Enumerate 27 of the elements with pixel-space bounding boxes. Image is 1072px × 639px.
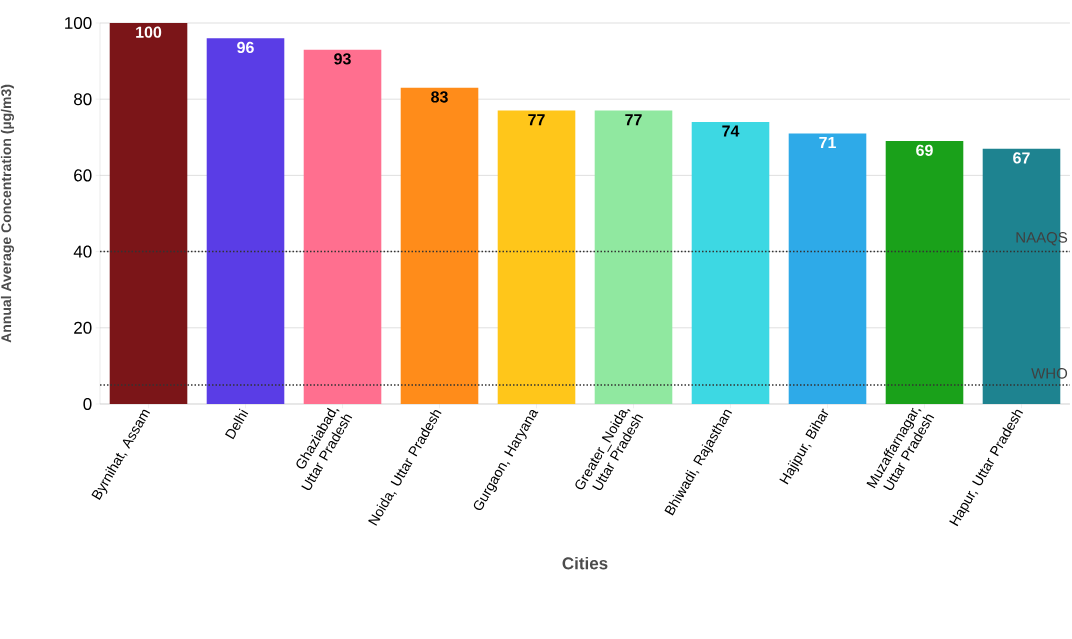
data-label: 93: [334, 53, 351, 65]
bar: [497, 110, 576, 404]
data-label: 71: [819, 137, 836, 149]
y-tick-label: 60: [74, 169, 92, 182]
data-label: 67: [1013, 152, 1030, 164]
bar: [109, 22, 188, 404]
data-label: 69: [916, 144, 933, 156]
bar: [885, 141, 964, 404]
bar: [788, 133, 867, 404]
bar: [303, 49, 382, 404]
data-label: 96: [237, 41, 254, 54]
bar: [400, 87, 479, 404]
data-label: 77: [528, 114, 545, 126]
y-tick-label: 0: [83, 397, 92, 411]
bar: [206, 38, 285, 404]
bar: [691, 122, 770, 404]
y-tick-label: 80: [74, 93, 92, 106]
data-label: 77: [625, 114, 642, 126]
data-label: 100: [136, 26, 162, 38]
x-axis-title: Cities: [562, 556, 608, 570]
data-label: 83: [431, 91, 448, 103]
y-tick-label: 100: [65, 16, 92, 30]
y-axis-title: Annual Average Concentration (µg/m3): [0, 84, 15, 343]
bar: [594, 110, 673, 404]
y-tick-label: 20: [74, 321, 92, 334]
data-label: 74: [722, 125, 740, 137]
y-tick-label: 40: [73, 245, 92, 258]
